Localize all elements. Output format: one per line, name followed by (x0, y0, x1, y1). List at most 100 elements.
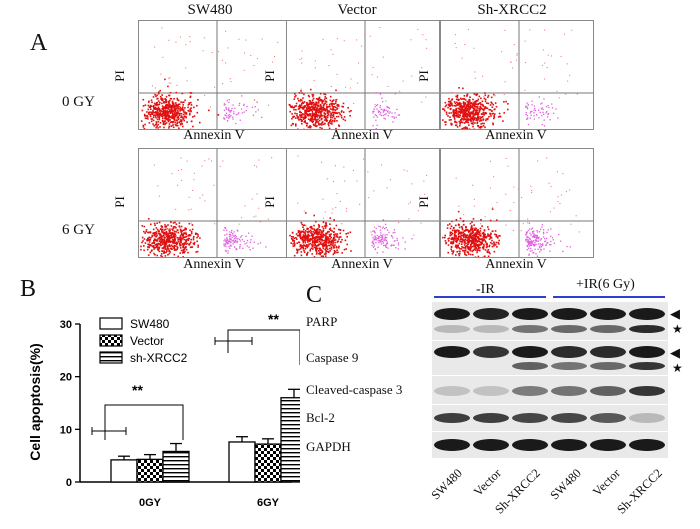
blot-band (590, 308, 626, 320)
blot-band (551, 413, 587, 423)
pi-label: PI (415, 70, 431, 82)
x-category-label: 0GY (139, 497, 162, 509)
marker-full-length-casp9: ◀ (670, 345, 680, 360)
marker-full-length-parp: ◀ (670, 306, 680, 321)
blot-band (590, 439, 626, 451)
facs-plot-vector-0gy (286, 20, 440, 130)
panel-c-letter: C (306, 282, 323, 308)
group-line-plus-ir (553, 296, 665, 298)
blot-band (629, 325, 665, 333)
bracket-line (227, 329, 300, 365)
scatter-points (441, 21, 593, 129)
annexin-label: Annexin V (183, 257, 245, 272)
blot-strip-gapdh (432, 432, 668, 458)
blot-band (590, 386, 626, 396)
legend-swatch (99, 334, 123, 347)
legend-label: SW480 (130, 317, 170, 331)
wb-row-label-cleaved-caspase3: Cleaved-caspase 3 (306, 382, 403, 397)
legend-swatch (99, 317, 123, 330)
blot-bands (434, 439, 665, 451)
blot-band (551, 346, 587, 358)
blot-band (473, 308, 509, 320)
blot-band (551, 325, 587, 333)
blot-band (590, 413, 626, 423)
blot-band (629, 346, 665, 358)
blot-band (551, 439, 587, 451)
blot-band (473, 386, 509, 396)
blot-band (629, 413, 665, 423)
bar-sw480-6gy (228, 441, 256, 483)
bar-sw480-0gy (110, 459, 138, 483)
blot-band (512, 362, 548, 370)
blot-band (551, 308, 587, 320)
wb-row-label-caspase9: Caspase 9 (306, 350, 359, 365)
legend-label: sh-XRCC2 (130, 351, 188, 365)
blot-band (590, 362, 626, 370)
bracket-line (104, 404, 184, 440)
blot-band (473, 325, 509, 333)
scatter-points (139, 21, 291, 129)
group-line-minus-ir (434, 296, 546, 298)
wb-row-label-parp: PARP (306, 314, 338, 329)
bar-vector-0gy (136, 458, 164, 483)
significance-0gy: ** (132, 382, 143, 398)
y-tick-label: 20 (60, 372, 72, 384)
col-title-vector: Vector (337, 2, 377, 18)
blot-band (512, 439, 548, 451)
pi-label: PI (261, 196, 277, 208)
facs-plot-sw480-0gy (138, 20, 292, 130)
blot-bands (434, 346, 665, 370)
chart-y-label: Cell apoptosis(%) (27, 343, 43, 460)
blot-strip-bcl2 (432, 405, 668, 431)
blot-band (551, 386, 587, 396)
blot-band (629, 439, 665, 451)
row-title-0gy: 0 GY (62, 94, 95, 110)
blot-band (434, 308, 470, 320)
blot-band (512, 325, 548, 333)
y-tick-label: 10 (60, 424, 72, 436)
bar-sh-xrcc2-6gy (280, 397, 300, 483)
blot-strip-parp (432, 302, 668, 340)
blot-band (434, 325, 470, 333)
blot-band (590, 346, 626, 358)
annexin-label: Annexin V (485, 128, 547, 143)
annexin-label: Annexin V (485, 257, 547, 272)
scatter-points (139, 149, 291, 257)
pi-label: PI (111, 196, 127, 208)
blot-band (434, 413, 470, 423)
pi-label: PI (261, 70, 277, 82)
blot-band (629, 308, 665, 320)
scatter-points (441, 149, 593, 257)
bar-vector-6gy (254, 443, 282, 483)
blot-band (629, 362, 665, 370)
blot-band (590, 325, 626, 333)
panel-a-letter: A (30, 30, 48, 56)
blot-band (512, 346, 548, 358)
facs-plot-shxrcc2-0gy (440, 20, 594, 130)
group-label-minus-ir: -IR (476, 282, 495, 297)
legend-label: Vector (130, 334, 164, 348)
blot-bands (434, 413, 665, 423)
blot-band (473, 346, 509, 358)
col-title-sh-xrcc2: Sh-XRCC2 (477, 2, 547, 18)
blot-strip-caspase9 (432, 341, 668, 375)
annexin-label: Annexin V (331, 128, 393, 143)
blot-band (551, 362, 587, 370)
bar-sh-xrcc2-0gy (162, 450, 190, 483)
legend-swatch (99, 351, 123, 364)
blot-band (434, 346, 470, 358)
annexin-label: Annexin V (183, 128, 245, 143)
wb-row-label-gapdh: GAPDH (306, 439, 351, 454)
scatter-points (287, 21, 439, 129)
blot-band (434, 386, 470, 396)
blot-band (512, 413, 548, 423)
scatter-points (287, 149, 439, 257)
bar-chart: Cell apoptosis(%) 0 10 20 30 0GY 6GY ** ** SW480… (27, 311, 300, 509)
blot-strip-cleaved-caspase3 (432, 376, 668, 404)
col-title-sw480: SW480 (187, 2, 233, 18)
facs-plot-vector-6gy (286, 148, 440, 258)
facs-plot-sw480-6gy (138, 148, 292, 258)
group-label-plus-ir: +IR(6 Gy) (576, 277, 635, 292)
wb-row-label-bcl2: Bcl-2 (306, 410, 335, 425)
blot-band (629, 386, 665, 396)
